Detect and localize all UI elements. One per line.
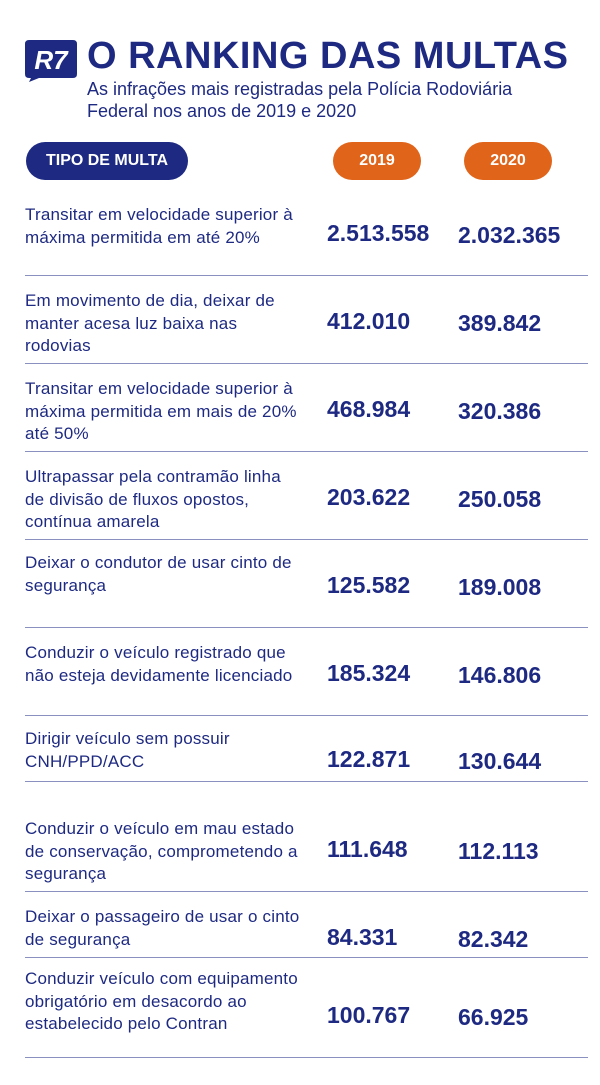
value-2019: 122.871 bbox=[327, 746, 411, 772]
table-row: Deixar o condutor de usar cinto de segur… bbox=[25, 540, 588, 628]
value-2020: 250.058 bbox=[458, 486, 542, 512]
table-row: Conduzir o veículo em mau estado de cons… bbox=[25, 782, 588, 892]
value-2019: 468.984 bbox=[327, 396, 411, 422]
row-description: Dirigir veículo sem possuir CNH/PPD/ACC bbox=[25, 729, 230, 771]
table-row: Transitar em velocidade superior à máxim… bbox=[25, 364, 588, 452]
value-2020: 82.342 bbox=[458, 926, 529, 952]
table-row: Dirigir veículo sem possuir CNH/PPD/ACC … bbox=[25, 716, 588, 782]
row-description: Conduzir o veículo em mau estado de cons… bbox=[25, 819, 298, 883]
column-header-2020: 2020 bbox=[464, 142, 552, 180]
ranking-table: Transitar em velocidade superior à máxim… bbox=[25, 192, 588, 1058]
value-2019: 100.767 bbox=[327, 1002, 411, 1028]
row-description: Deixar o passageiro de usar o cinto de s… bbox=[25, 907, 300, 949]
table-row: Conduzir o veículo registrado que não es… bbox=[25, 628, 588, 716]
table-row: Ultrapassar pela contramão linha de divi… bbox=[25, 452, 588, 540]
value-2020: 2.032.365 bbox=[458, 222, 561, 248]
page-title: O RANKING DAS MULTAS bbox=[87, 35, 569, 77]
value-2020: 146.806 bbox=[458, 662, 542, 688]
value-2019: 84.331 bbox=[327, 924, 398, 950]
logo-text: R7 bbox=[34, 45, 69, 75]
value-2019: 412.010 bbox=[327, 308, 411, 334]
column-header-type: TIPO DE MULTA bbox=[26, 142, 188, 180]
row-description: Conduzir veículo com equipamento obrigat… bbox=[25, 969, 298, 1033]
value-2020: 112.113 bbox=[458, 838, 539, 864]
value-2019: 125.582 bbox=[327, 572, 411, 598]
table-row: Deixar o passageiro de usar o cinto de s… bbox=[25, 892, 588, 958]
page-subtitle: As infrações mais registradas pela Políc… bbox=[87, 79, 513, 121]
value-2020: 130.644 bbox=[458, 748, 542, 774]
value-2019: 185.324 bbox=[327, 660, 411, 686]
row-description: Em movimento de dia, deixar de manter ac… bbox=[25, 291, 275, 355]
r7-logo: R7 bbox=[25, 40, 77, 82]
table-row: Conduzir veículo com equipamento obrigat… bbox=[25, 958, 588, 1058]
row-description: Conduzir o veículo registrado que não es… bbox=[25, 643, 293, 685]
header: R7 O RANKING DAS MULTAS As infrações mai… bbox=[25, 36, 585, 126]
value-2019: 203.622 bbox=[327, 484, 411, 510]
column-header-2019: 2019 bbox=[333, 142, 421, 180]
value-2019: 111.648 bbox=[327, 836, 408, 862]
row-description: Transitar em velocidade superior à máxim… bbox=[25, 205, 293, 247]
value-2020: 389.842 bbox=[458, 310, 542, 336]
table-row: Em movimento de dia, deixar de manter ac… bbox=[25, 276, 588, 364]
table-row: Transitar em velocidade superior à máxim… bbox=[25, 192, 588, 276]
value-2020: 320.386 bbox=[458, 398, 542, 424]
value-2020: 189.008 bbox=[458, 574, 542, 600]
row-description: Transitar em velocidade superior à máxim… bbox=[25, 379, 297, 443]
value-2019: 2.513.558 bbox=[327, 220, 430, 246]
row-description: Ultrapassar pela contramão linha de divi… bbox=[25, 467, 281, 531]
value-2020: 66.925 bbox=[458, 1004, 529, 1030]
row-description: Deixar o condutor de usar cinto de segur… bbox=[25, 553, 292, 595]
